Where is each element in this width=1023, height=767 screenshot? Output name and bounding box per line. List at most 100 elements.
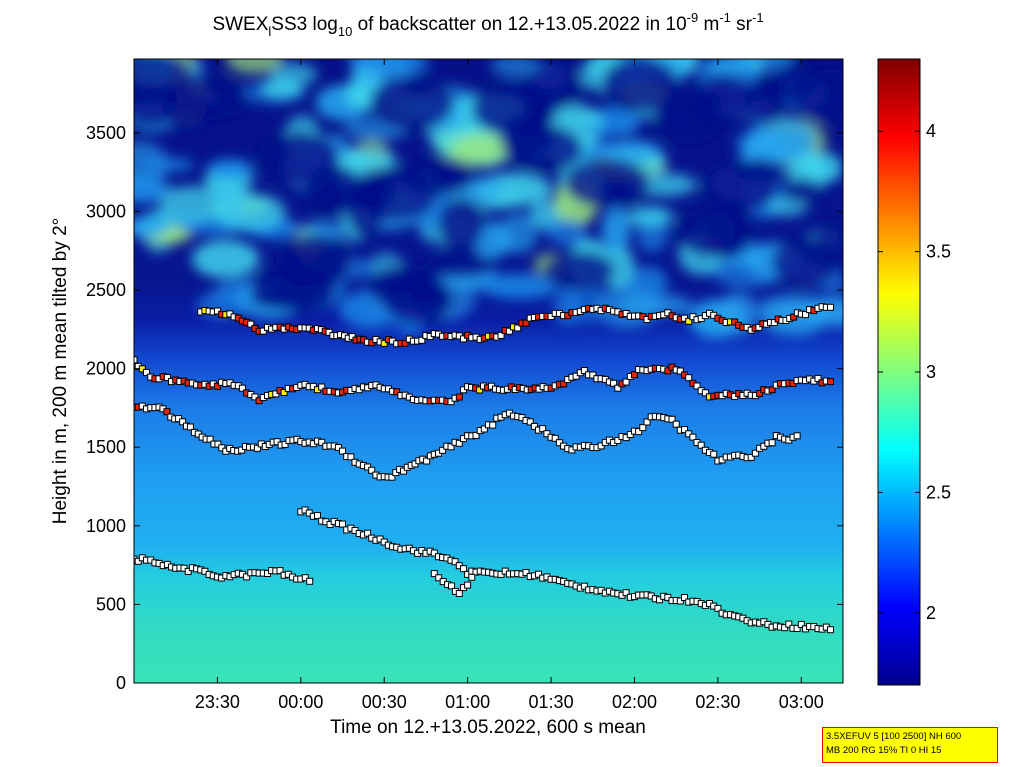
texture-blob	[743, 75, 789, 125]
texture-blob	[423, 253, 496, 279]
texture-blob	[451, 133, 511, 166]
info-line-1: 3.5XEFUV 5 [100 2500] NH 600	[826, 731, 962, 742]
texture-blob	[256, 131, 340, 185]
layer-marker	[610, 379, 618, 387]
layer-marker	[693, 382, 701, 390]
texture-blob	[139, 156, 195, 173]
texture-blob	[585, 120, 639, 138]
info-line-2: MB 200 RG 15% TI 0 HI 15	[826, 745, 942, 756]
layer-marker	[697, 441, 705, 449]
layer-marker	[685, 374, 693, 382]
texture-blob	[546, 219, 587, 246]
texture-blob	[499, 213, 539, 254]
y-tick-label: 2000	[86, 359, 126, 379]
texture-blob	[159, 186, 227, 222]
layer-markers	[134, 303, 834, 634]
texture-blob	[162, 90, 213, 130]
texture-blob	[329, 149, 398, 171]
layer-marker	[497, 331, 505, 339]
layer-marker	[468, 573, 476, 581]
texture-blob	[471, 81, 558, 137]
texture-blob	[479, 273, 559, 300]
layer-marker	[639, 424, 647, 432]
texture-blob	[553, 287, 582, 327]
layer-marker	[480, 425, 488, 433]
layer-marker	[522, 569, 530, 576]
layer-marker	[793, 432, 801, 440]
layer-marker	[206, 435, 214, 443]
layer-marker	[281, 441, 289, 448]
layer-marker	[339, 520, 346, 528]
layer-marker	[301, 574, 309, 582]
layer-marker	[435, 574, 443, 582]
layer-marker	[253, 444, 261, 452]
layer-marker	[280, 389, 288, 396]
layer-marker	[827, 626, 834, 634]
y-tick-label: 3000	[86, 201, 126, 221]
layer-marker	[635, 428, 643, 436]
layer-marker	[400, 467, 407, 475]
layer-marker	[802, 311, 809, 319]
layer-marker	[368, 466, 376, 474]
x-tick-label: 03:00	[779, 692, 824, 712]
layer-marker	[770, 319, 778, 327]
chart-title: SWEXlSS3 log10 of backscatter on 12.+13.…	[212, 10, 763, 39]
colorbar-axis: 2 2.5 3 3.5 4	[878, 121, 951, 623]
x-tick-label: 00:30	[362, 692, 407, 712]
texture-blob	[275, 233, 353, 290]
layer-marker	[247, 320, 255, 328]
texture-blob	[540, 251, 616, 289]
texture-blob	[347, 187, 385, 240]
texture-blob	[499, 122, 556, 156]
layer-marker	[418, 336, 426, 344]
layer-marker	[701, 389, 709, 397]
colorbar-tick-label: 4	[926, 121, 936, 141]
texture-blob	[260, 77, 304, 99]
layer-marker	[580, 367, 588, 374]
y-tick-label: 1500	[86, 437, 126, 457]
texture-blob	[213, 193, 286, 231]
texture-blob	[347, 59, 421, 70]
layer-marker	[213, 382, 221, 390]
layer-marker	[526, 418, 534, 426]
texture-blob	[694, 73, 754, 125]
layer-marker	[522, 319, 530, 327]
texture-blob	[382, 274, 454, 325]
texture-blob	[601, 59, 679, 113]
y-tick-label: 500	[96, 594, 126, 614]
layer-marker	[448, 582, 455, 590]
layer-marker	[685, 317, 693, 325]
texture-blob	[700, 160, 779, 212]
layer-marker	[251, 393, 259, 401]
layer-marker	[785, 620, 793, 628]
texture-blob	[207, 159, 253, 180]
layer-marker	[614, 437, 622, 444]
texture-blob	[771, 237, 838, 288]
texture-blob	[369, 75, 455, 131]
layer-marker	[539, 425, 547, 433]
layer-marker	[751, 449, 759, 457]
layer-marker	[364, 529, 372, 537]
heatmap	[134, 59, 843, 683]
layer-marker	[143, 368, 150, 376]
layer-marker	[455, 393, 463, 401]
layer-marker	[530, 422, 538, 430]
x-tick-label: 01:30	[529, 692, 574, 712]
layer-marker	[476, 386, 484, 394]
y-tick-label: 0	[116, 673, 126, 693]
layer-marker	[318, 438, 326, 446]
layer-marker	[580, 582, 588, 590]
layer-marker	[464, 581, 472, 589]
layer-marker	[643, 418, 651, 426]
layer-marker	[689, 433, 697, 441]
texture-blob	[802, 152, 843, 184]
layer-marker	[472, 431, 480, 439]
layer-marker	[560, 380, 568, 388]
layer-marker	[460, 565, 467, 573]
layer-marker	[460, 335, 467, 343]
layer-marker	[814, 374, 822, 382]
heatmap-texture	[134, 59, 843, 340]
texture-blob	[626, 205, 674, 228]
layer-marker	[589, 371, 597, 379]
layer-marker	[631, 371, 638, 379]
